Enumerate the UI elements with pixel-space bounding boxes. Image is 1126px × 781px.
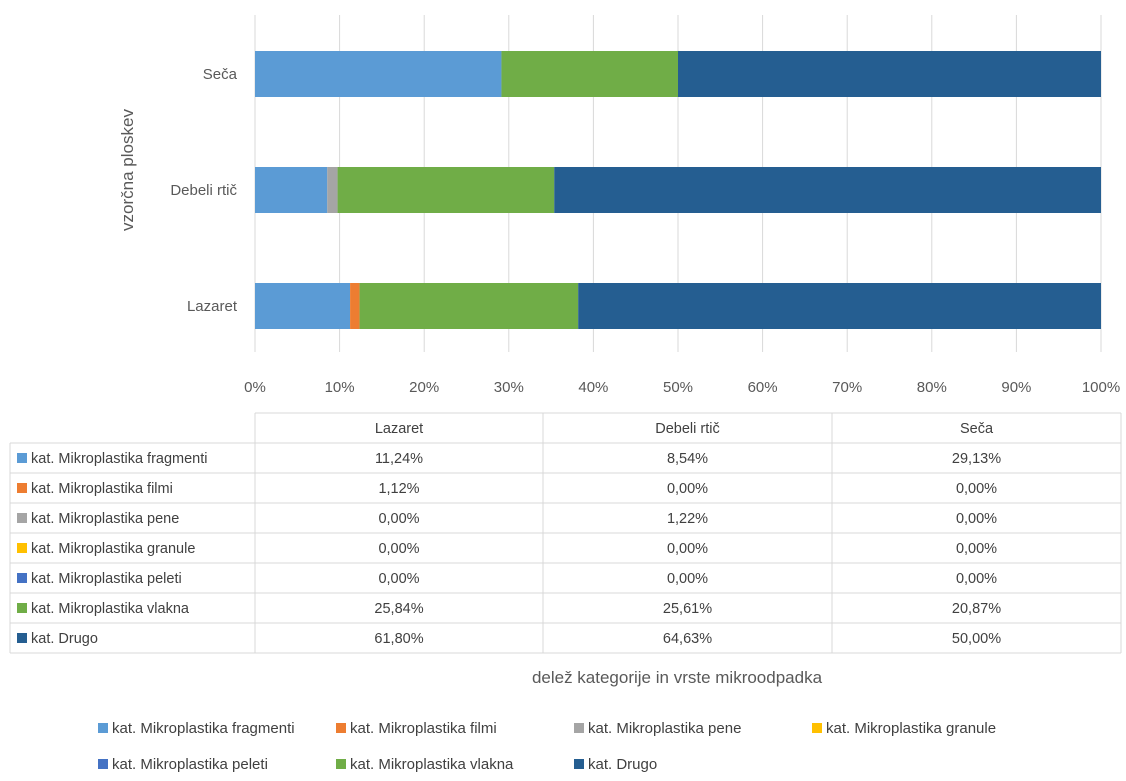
bar-segment	[578, 283, 1101, 329]
bar-segment	[327, 167, 338, 213]
table-value-cell: 50,00%	[952, 631, 1001, 647]
table-value-cell: 11,24%	[375, 451, 423, 467]
legend-label: kat. Drugo	[588, 756, 657, 773]
legend-label: kat. Mikroplastika vlakna	[350, 756, 514, 773]
table-value-cell: 1,22%	[667, 511, 708, 527]
legend-label: kat. Mikroplastika fragmenti	[112, 720, 295, 737]
legend-label: kat. Mikroplastika pene	[588, 720, 741, 737]
table-value-cell: 61,80%	[374, 631, 423, 647]
x-tick-label: 60%	[748, 379, 778, 396]
table-legend-key	[17, 453, 27, 463]
table-value-cell: 8,54%	[667, 451, 708, 467]
bar-segment	[678, 51, 1101, 97]
data-table: Lazaret Debeli rtič Seča kat. Mikroplastika…	[9, 412, 1122, 654]
x-tick-label: 70%	[832, 379, 862, 396]
bar-segment	[337, 167, 555, 213]
table-legend-key	[17, 543, 27, 553]
table-header-cell: Lazaret	[375, 421, 423, 437]
legend: kat. Mikroplastika fragmenti kat. Mikropl…	[98, 720, 996, 773]
category-label: Lazaret	[187, 298, 238, 315]
bar-segment	[554, 167, 1101, 213]
legend-label: kat. Mikroplastika peleti	[112, 756, 268, 773]
table-value-cell: 0,00%	[956, 511, 997, 527]
x-axis-title: delež kategorije in vrste mikroodpadka	[532, 668, 823, 687]
table-value-cell: 0,00%	[667, 481, 708, 497]
x-tick-label: 0%	[244, 379, 266, 396]
x-tick-label: 30%	[494, 379, 524, 396]
table-series-label: kat. Mikroplastika filmi	[31, 481, 173, 497]
table-value-cell: 64,63%	[663, 631, 712, 647]
category-label: Debeli rtič	[170, 182, 237, 199]
table-series-label: kat. Mikroplastika peleti	[31, 571, 182, 587]
bar-segment	[359, 283, 579, 329]
bar-segment	[501, 51, 678, 97]
table-value-cell: 20,87%	[952, 601, 1001, 617]
category-labels: Lazaret Debeli rtič Seča	[170, 66, 238, 315]
x-tick-label: 40%	[578, 379, 608, 396]
table-header-cell: Seča	[960, 421, 994, 437]
table-value-cell: 0,00%	[667, 571, 708, 587]
table-value-cell: 0,00%	[378, 541, 419, 557]
legend-key	[574, 723, 584, 733]
table-series-label: kat. Mikroplastika vlakna	[31, 601, 190, 617]
table-value-cell: 29,13%	[952, 451, 1001, 467]
table-legend-key	[17, 513, 27, 523]
table-series-label: kat. Mikroplastika fragmenti	[31, 451, 207, 467]
legend-key	[574, 759, 584, 769]
bar-segment	[350, 283, 360, 329]
table-value-cell: 25,61%	[663, 601, 712, 617]
legend-label: kat. Mikroplastika filmi	[350, 720, 497, 737]
table-legend-key	[17, 633, 27, 643]
table-legend-key	[17, 483, 27, 493]
legend-key	[336, 759, 346, 769]
table-value-cell: 0,00%	[378, 571, 419, 587]
table-value-cell: 0,00%	[956, 571, 997, 587]
legend-label: kat. Mikroplastika granule	[826, 720, 996, 737]
table-series-label: kat. Mikroplastika granule	[31, 541, 195, 557]
x-tick-label: 80%	[917, 379, 947, 396]
bars-layer	[255, 51, 1101, 329]
legend-key	[98, 759, 108, 769]
table-value-cell: 1,12%	[378, 481, 419, 497]
table-series-label: kat. Mikroplastika pene	[31, 511, 179, 527]
table-value-cell: 0,00%	[667, 541, 708, 557]
table-value-cell: 0,00%	[956, 481, 997, 497]
bar-segment	[255, 167, 328, 213]
legend-key	[812, 723, 822, 733]
x-tick-label: 100%	[1082, 379, 1120, 396]
table-series-label: kat. Drugo	[31, 631, 98, 647]
legend-key	[98, 723, 108, 733]
category-label: Seča	[203, 66, 238, 83]
table-value-cell: 0,00%	[956, 541, 997, 557]
x-tick-label: 10%	[325, 379, 355, 396]
bar-segment	[255, 51, 502, 97]
x-tick-labels: 0% 10% 20% 30% 40% 50% 60% 70% 80% 90% 100%	[244, 379, 1120, 396]
table-legend-key	[17, 573, 27, 583]
legend-key	[336, 723, 346, 733]
x-tick-label: 90%	[1001, 379, 1031, 396]
x-tick-label: 20%	[409, 379, 439, 396]
table-value-cell: 25,84%	[374, 601, 423, 617]
bar-segment	[255, 283, 351, 329]
x-tick-label: 50%	[663, 379, 693, 396]
table-value-cell: 0,00%	[378, 511, 419, 527]
y-axis-title: vzorčna ploskev	[118, 109, 137, 231]
table-header-cell: Debeli rtič	[655, 421, 719, 437]
table-legend-key	[17, 603, 27, 613]
